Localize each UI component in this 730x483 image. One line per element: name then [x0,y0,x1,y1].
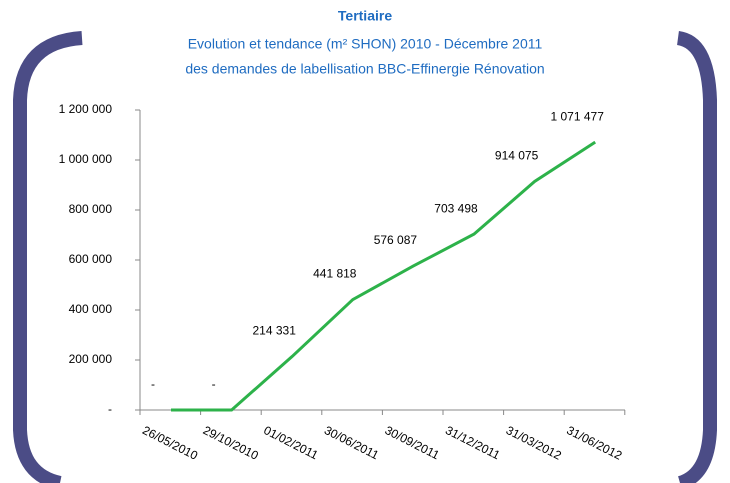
x-tick-label: 30/06/2011 [322,423,381,462]
y-tick-label: 600 000 [69,252,113,266]
y-tick-label: - [108,402,112,416]
line [171,140,597,412]
right-bracket [676,31,717,483]
x-tick-label: 31/06/2012 [564,423,624,463]
x-tick-label: 29/10/2010 [201,423,261,463]
y-tick-label: 400 000 [69,302,113,316]
y-tick-label: 200 000 [69,352,113,366]
x-tick-label: 31/03/2012 [504,423,564,463]
chart-subtitle: Evolution et tendance (m² SHON) 2010 - D… [188,36,543,52]
data-label: 703 498 [434,201,478,215]
x-tick-label: 31/12/2011 [443,423,502,462]
data-label: - [212,377,216,391]
y-tick-label: 1 000 000 [59,152,113,166]
data-label: 214 331 [253,324,297,338]
data-label: 576 087 [374,233,418,247]
data-label: 1 071 477 [551,109,605,123]
data-label: 441 818 [313,267,357,281]
chart-title: Tertiaire [338,8,392,24]
left-bracket [13,31,83,483]
y-tick-label: 1 200 000 [59,102,113,116]
x-tick-label: 01/02/2011 [261,423,320,462]
data-label: - [151,377,155,391]
data-label: 914 075 [495,149,539,163]
x-tick-label: 30/09/2011 [383,423,442,462]
chart-subtitle: des demandes de labellisation BBC-Effine… [185,61,544,77]
y-tick-label: 800 000 [69,202,113,216]
x-tick-label: 26/05/2010 [140,423,200,463]
